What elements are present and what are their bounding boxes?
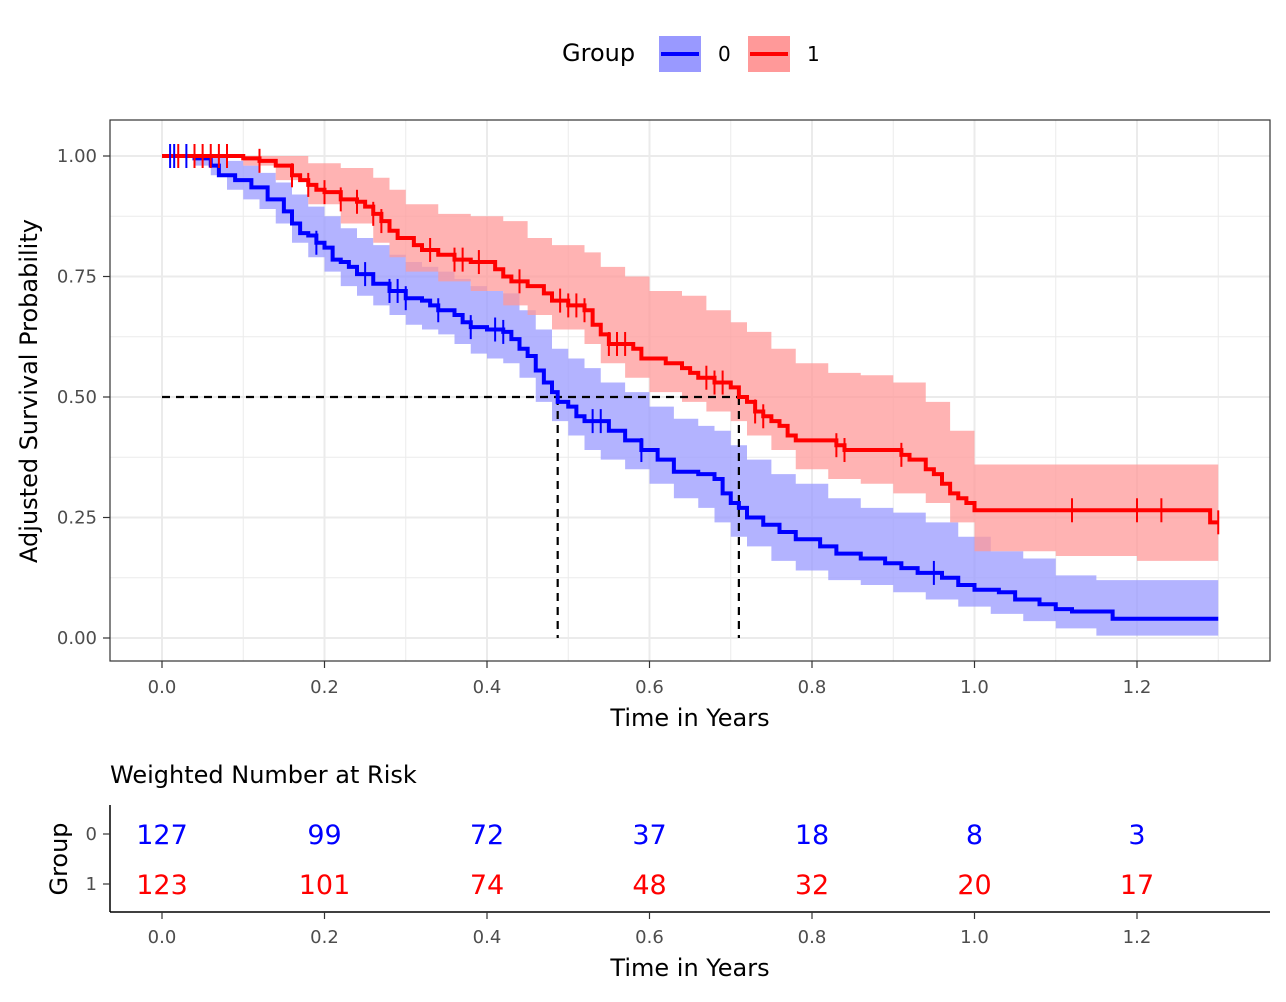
censor-marks bbox=[169, 144, 1220, 585]
risk-x-axis-ticks: 0.0 0.2 0.4 0.6 0.8 1.0 1.2 bbox=[148, 912, 1152, 948]
confidence-band-1 bbox=[162, 156, 1219, 571]
x-tick-label: 0.0 bbox=[148, 677, 177, 698]
risk-count-0: 99 bbox=[307, 820, 341, 851]
legend: Group 0 1 bbox=[562, 36, 820, 72]
legend-title: Group bbox=[562, 39, 635, 67]
y-tick-label: 0.75 bbox=[57, 267, 97, 288]
x-tick-label: 0.4 bbox=[473, 677, 502, 698]
y-tick-label: 0.50 bbox=[57, 387, 97, 408]
x-tick-label: 0.8 bbox=[798, 677, 827, 698]
y-tick-label: 0.00 bbox=[57, 628, 97, 649]
risk-group-label-0: 0 bbox=[86, 824, 97, 845]
risk-count-1: 101 bbox=[299, 870, 351, 901]
risk-count-1: 17 bbox=[1120, 870, 1154, 901]
confidence-bands bbox=[162, 156, 1219, 636]
y-axis-ticks: 0.00 0.25 0.50 0.75 1.00 bbox=[57, 146, 110, 649]
x-axis-title: Time in Years bbox=[609, 704, 769, 732]
risk-rows: 0 127 99 72 37 18 8 3 1 123 101 74 48 32 20 17 bbox=[86, 820, 1155, 901]
y-tick-label: 0.25 bbox=[57, 508, 97, 529]
risk-x-tick-label: 0.0 bbox=[148, 927, 177, 948]
x-tick-label: 1.0 bbox=[960, 677, 989, 698]
risk-x-axis-title: Time in Years bbox=[609, 954, 769, 982]
risk-group-label-1: 1 bbox=[86, 874, 97, 895]
median-lines bbox=[162, 395, 740, 638]
plot-border bbox=[109, 119, 1271, 662]
y-tick-label: 1.00 bbox=[57, 146, 97, 167]
survival-curve-0 bbox=[162, 154, 1219, 621]
x-tick-label: 0.2 bbox=[310, 677, 339, 698]
survival-plot: 0.0 0.2 0.4 0.6 0.8 1.0 1.2 0.00 0.25 0.50 0.75 1.… bbox=[15, 119, 1271, 732]
risk-count-1: 123 bbox=[136, 870, 188, 901]
risk-count-1: 74 bbox=[470, 870, 504, 901]
risk-count-0: 127 bbox=[136, 820, 188, 851]
risk-count-0: 18 bbox=[795, 820, 829, 851]
risk-x-tick-label: 1.0 bbox=[960, 927, 989, 948]
y-axis-title: Adjusted Survival Probability bbox=[15, 219, 43, 563]
legend-label-0: 0 bbox=[718, 42, 731, 66]
risk-x-tick-label: 0.2 bbox=[310, 927, 339, 948]
risk-count-1: 20 bbox=[957, 870, 991, 901]
risk-count-0: 3 bbox=[1128, 820, 1145, 851]
grid bbox=[110, 120, 1270, 661]
risk-count-0: 72 bbox=[470, 820, 504, 851]
x-axis-ticks: 0.0 0.2 0.4 0.6 0.8 1.0 1.2 bbox=[148, 661, 1152, 698]
risk-count-1: 32 bbox=[795, 870, 829, 901]
x-tick-label: 1.2 bbox=[1123, 677, 1152, 698]
risk-x-tick-label: 0.6 bbox=[635, 927, 664, 948]
risk-count-0: 8 bbox=[966, 820, 983, 851]
risk-count-1: 48 bbox=[632, 870, 666, 901]
risk-count-0: 37 bbox=[632, 820, 666, 851]
risk-x-tick-label: 0.8 bbox=[798, 927, 827, 948]
legend-label-1: 1 bbox=[807, 42, 820, 66]
risk-x-tick-label: 1.2 bbox=[1123, 927, 1152, 948]
x-tick-label: 0.6 bbox=[635, 677, 664, 698]
risk-table-title: Weighted Number at Risk bbox=[110, 761, 417, 789]
risk-table: Weighted Number at Risk 0 127 99 72 37 18 8 3 1 1… bbox=[45, 761, 1270, 982]
risk-x-tick-label: 0.4 bbox=[473, 927, 502, 948]
risk-y-axis-title: Group bbox=[45, 822, 73, 895]
confidence-band-0 bbox=[162, 156, 1219, 636]
